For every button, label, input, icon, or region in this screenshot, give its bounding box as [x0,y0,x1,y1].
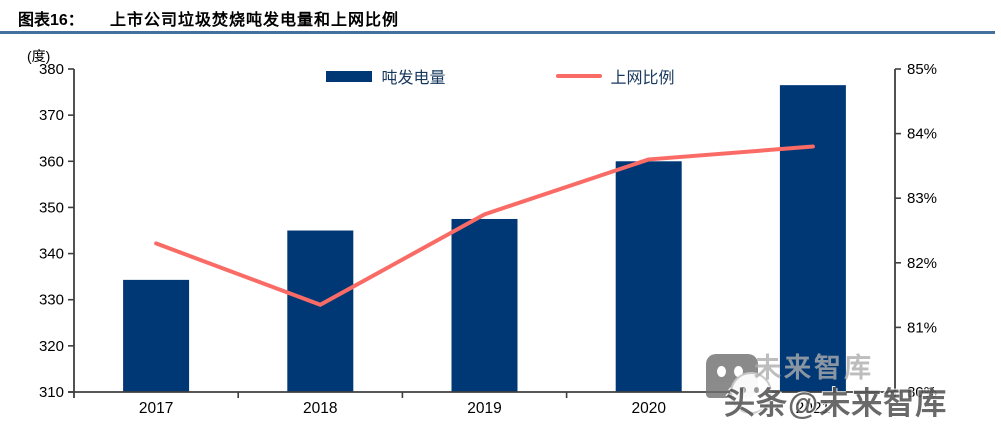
title-underline [0,31,995,34]
left-axis-tick-label: 330 [39,292,64,309]
right-axis-tick-label: 81% [907,319,937,336]
watermark-shadow-text: 未来智库 [754,353,874,383]
grid-ratio-line [154,144,815,307]
figure-title: 上市公司垃圾焚烧吨发电量和上网比例 [110,12,400,29]
watermark-face-icon [730,372,772,414]
left-axis-tick-label: 350 [39,199,64,216]
watermark-eye-icon [717,366,726,377]
left-axis-tick-label: 380 [39,61,64,78]
bar-2020 [615,161,682,392]
x-axis-category-label: 2020 [631,400,666,417]
figure-number: 图表16： [18,12,84,29]
right-axis-tick-label: 83% [907,190,937,207]
left-axis-tick-label: 370 [39,107,64,124]
bar-2021 [779,85,846,393]
right-axis-tick-label: 84% [907,126,937,143]
x-axis-category-label: 2019 [467,400,501,417]
x-axis-category-label: 2018 [303,400,337,417]
bar-2017 [123,279,190,392]
left-axis-tick-label: 320 [39,338,64,355]
line-swatch-icon [555,74,602,78]
right-axis-tick-label: 80% [907,384,937,401]
bar-2019 [451,218,518,392]
legend-bar-label: 吨发电量 [381,70,446,87]
right-axis-tick-label: 82% [907,255,937,272]
left-axis-tick-label: 310 [39,384,64,401]
x-axis-category-label: 2021 [796,400,830,417]
watermark: 未来智库 头条@未来智库 [706,346,1001,432]
legend-item-bar: 吨发电量 [326,64,446,88]
figure-header: 图表16： 上市公司垃圾焚烧吨发电量和上网比例 [18,6,399,30]
watermark-eye-icon [734,366,743,377]
chart-legend: 吨发电量 上网比例 [0,64,1001,88]
legend-line-label: 上网比例 [610,70,675,87]
bar-2018 [287,230,354,392]
x-axis-category-label: 2017 [139,400,173,417]
legend-item-line: 上网比例 [555,64,675,88]
left-axis-unit: (度) [27,48,51,64]
right-axis-tick-label: 85% [907,61,937,78]
watermark-text: 头条@未来智库 [724,386,948,421]
left-axis-tick-label: 360 [39,153,64,170]
left-axis-tick-label: 340 [39,246,64,263]
bar-swatch-icon [326,70,373,82]
